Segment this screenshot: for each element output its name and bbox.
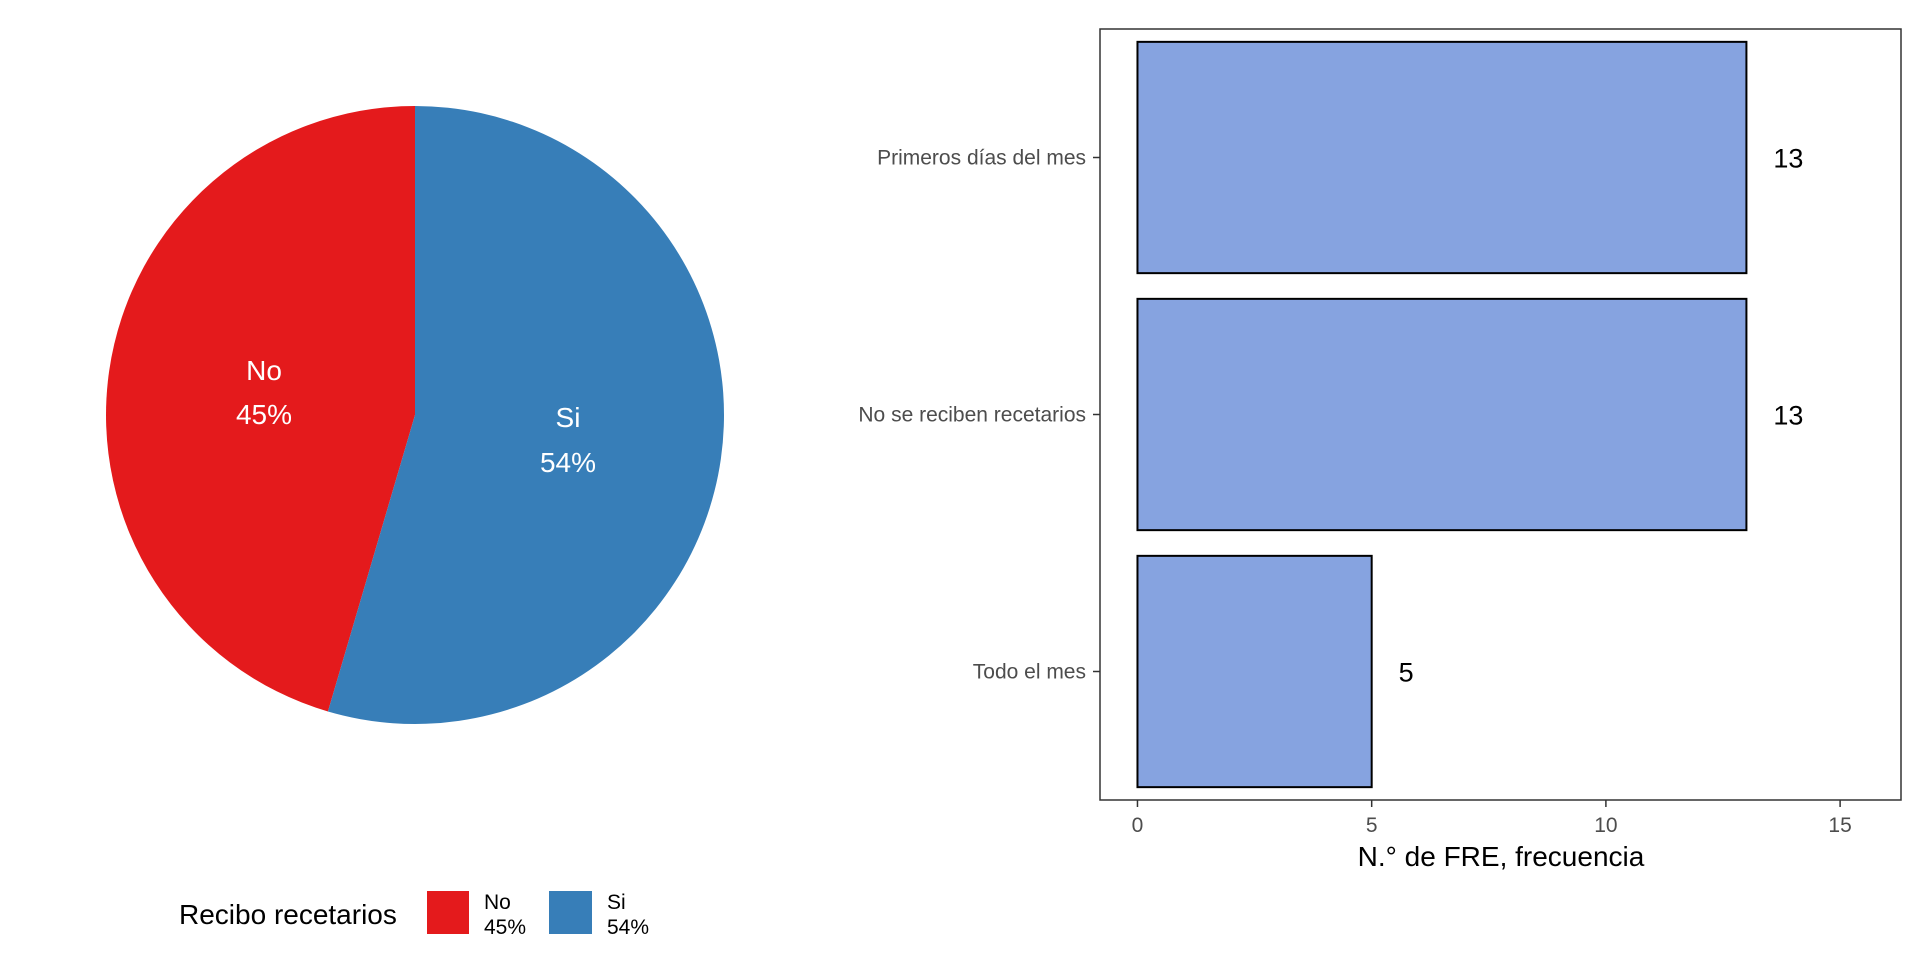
y-tick-label: No se reciben recetarios (858, 404, 1086, 427)
bar (1136, 40, 1748, 275)
pie-slice-si (327, 105, 725, 724)
pie-label-no-name: No (246, 355, 282, 386)
bars (1136, 40, 1748, 789)
pie-label-si-percent: 54% (540, 447, 596, 478)
pie-label-si-name: Si (556, 402, 581, 433)
bar-value-label: 13 (1773, 144, 1803, 174)
bar-chart: 13 13 5 Primeros días del mes No se recibe… (858, 28, 1902, 872)
bar-value-label: 5 (1399, 658, 1414, 688)
x-axis-title: N.° de FRE, frecuencia (1358, 841, 1645, 872)
legend-label-no-percent: 45% (484, 916, 526, 939)
legend-key-no (427, 891, 469, 934)
x-tick-label: 0 (1132, 814, 1144, 837)
pie-label-no-percent: 45% (236, 399, 292, 430)
bar-value-label: 13 (1773, 401, 1803, 431)
legend-label-si-name: Si (607, 891, 626, 914)
x-tick-label: 15 (1828, 814, 1851, 837)
bar (1136, 297, 1748, 532)
y-axis: Primeros días del mes No se reciben rece… (858, 147, 1100, 684)
pie-chart: No 45% Si 54% (106, 105, 725, 724)
legend-label-no-name: No (484, 891, 511, 914)
legend-title: Recibo recetarios (179, 899, 397, 930)
pie-slice-no (106, 106, 415, 712)
pie-slices (106, 105, 725, 724)
legend-label-si-percent: 54% (607, 916, 649, 939)
y-ticks (1093, 156, 1100, 673)
bar-value-labels: 13 13 5 (1399, 144, 1804, 688)
pie-legend: Recibo recetarios No 45% Si 54% (179, 891, 649, 939)
y-tick-label: Primeros días del mes (877, 147, 1086, 170)
legend-key-si (549, 891, 592, 934)
x-axis: 0 5 10 15 N.° de FRE, frecuencia (1132, 800, 1852, 872)
bar (1136, 554, 1373, 789)
x-ticks (1136, 800, 1841, 807)
x-tick-label: 10 (1594, 814, 1617, 837)
pie-labels: No 45% Si 54% (236, 355, 596, 478)
y-tick-label: Todo el mes (973, 661, 1086, 684)
x-tick-label: 5 (1366, 814, 1378, 837)
